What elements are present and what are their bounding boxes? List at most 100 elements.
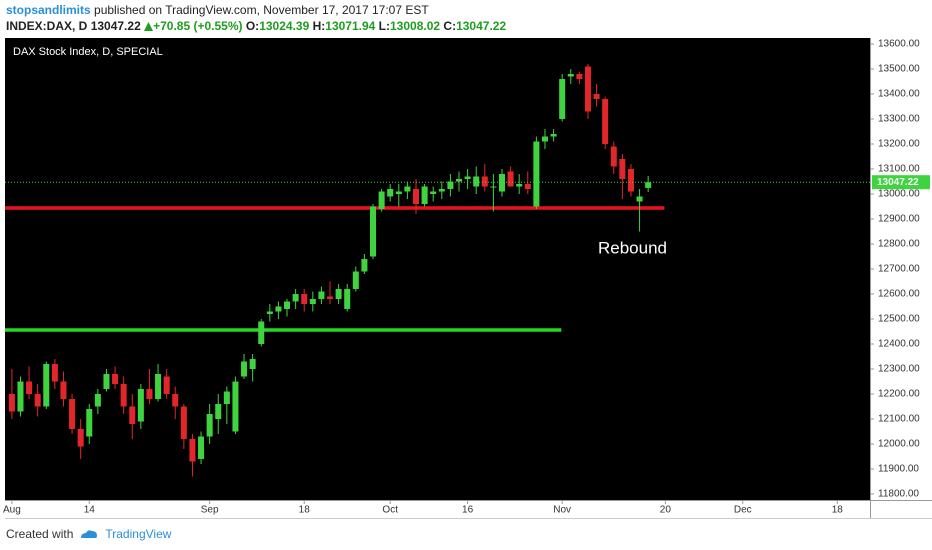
ohlc-label: O:: [245, 19, 260, 33]
logo[interactable]: [79, 528, 99, 540]
candle-body: [198, 436, 205, 459]
header-line: stopsandlimits published on TradingView.…: [6, 3, 429, 17]
marks: 11800.00 11900.00 12000.00 12100.00 12200.00…: [3, 39, 930, 516]
y-tick-label: 13500.00: [878, 64, 920, 75]
candle-body: [206, 414, 213, 437]
y-tick-label: 12100.00: [878, 414, 920, 425]
candle-body: [34, 394, 41, 407]
candle-body: [567, 74, 574, 77]
candle-body: [464, 176, 471, 179]
x-tick-label: 18: [299, 505, 311, 516]
brand[interactable]: TradingView: [105, 527, 172, 541]
candle-body: [507, 171, 514, 187]
candle-body: [541, 136, 548, 142]
x-tick-label: 18: [832, 505, 844, 516]
candle-body: [51, 364, 58, 382]
candle-body: [636, 196, 643, 202]
x-tick-label: Aug: [3, 505, 21, 516]
candle-body: [352, 271, 359, 289]
candle-body: [292, 294, 299, 302]
x-tick-label: Oct: [382, 505, 398, 516]
candle-body: [137, 389, 144, 422]
candle-body: [387, 189, 394, 197]
y-tick-label: 12000.00: [878, 439, 920, 450]
candle-body: [129, 406, 136, 424]
candle-body: [430, 191, 437, 194]
candle-body: [301, 294, 308, 304]
candle-body: [94, 394, 101, 407]
ohlc-value: 13071.94: [325, 19, 376, 33]
candle-body: [421, 186, 428, 204]
y-tick-label: 12700.00: [878, 264, 920, 275]
footer: Created with TradingView: [6, 527, 171, 541]
candle-body: [172, 394, 179, 407]
y-tick-label: 11800.00: [878, 489, 919, 500]
y-tick-label: 12400.00: [878, 339, 920, 350]
ohlc-label: H:: [312, 19, 326, 33]
candle-body: [17, 381, 24, 412]
symbol-line: INDEX:DAX, D 13047.22 +70.85 (+0.55%) O:…: [6, 19, 506, 33]
published: published on TradingView.com, November 1…: [94, 3, 429, 17]
candle-body: [163, 376, 170, 394]
candle-body: [344, 289, 351, 309]
annotation: Rebound: [598, 238, 667, 257]
author[interactable]: stopsandlimits: [6, 3, 91, 17]
candle-body: [335, 289, 342, 299]
candle-body: [498, 174, 505, 192]
ohlc-value: 13047.22: [456, 19, 507, 33]
candle-body: [473, 176, 480, 187]
candle-body: [533, 141, 540, 207]
x-tick-label: Sep: [201, 505, 219, 516]
candle-body: [146, 389, 153, 399]
candle-body: [60, 381, 67, 399]
candle-body: [77, 429, 84, 447]
candle-body: [481, 176, 488, 187]
candle-body: [378, 191, 385, 209]
candle-body: [258, 321, 265, 344]
candle-body: [645, 182, 652, 188]
y-tick-label: 12500.00: [878, 314, 920, 325]
up-arrow: [144, 22, 154, 31]
change: +70.85 (+0.55%): [153, 19, 243, 33]
candle-body: [490, 186, 497, 188]
x-tick-label: Nov: [553, 505, 571, 516]
ohlc-value: 13024.39: [259, 19, 310, 33]
candle-body: [593, 94, 600, 99]
candle-body: [103, 374, 110, 389]
candle-body: [86, 409, 93, 437]
candle-body: [619, 159, 626, 179]
candle-body: [249, 359, 256, 369]
candle-body: [215, 404, 222, 419]
chart-pane: [5, 38, 870, 500]
x-tick-label: Dec: [734, 505, 752, 516]
candle-body: [395, 191, 402, 194]
candle-body: [524, 184, 531, 189]
symbol: INDEX:DAX, D: [6, 19, 88, 33]
candle-body: [318, 291, 325, 299]
candle-body: [112, 374, 119, 384]
candle-body: [516, 184, 523, 187]
candle-body: [43, 364, 50, 407]
candle-body: [241, 361, 248, 377]
candle-body: [370, 206, 377, 257]
ohlc-label: L:: [378, 19, 390, 33]
y-tick-label: 13300.00: [878, 114, 920, 125]
candle-body: [327, 296, 334, 299]
candle-body: [438, 189, 445, 192]
candle-body: [189, 439, 196, 462]
candle-body: [223, 391, 230, 404]
candle-body: [455, 179, 463, 182]
y-tick-label: 12800.00: [878, 239, 920, 250]
y-tick-label: 12900.00: [878, 214, 920, 225]
x-tick-label: 16: [462, 505, 474, 516]
candle-body: [627, 169, 634, 192]
candle-body: [69, 399, 76, 429]
candle-body: [602, 99, 609, 144]
created-with: Created with: [6, 527, 74, 541]
chart-title: DAX Stock Index, D, SPECIAL: [13, 46, 163, 58]
candle-body: [232, 381, 239, 432]
candle-body: [120, 384, 127, 407]
x-tick-label: 20: [660, 505, 672, 516]
candle-body: [309, 299, 316, 304]
